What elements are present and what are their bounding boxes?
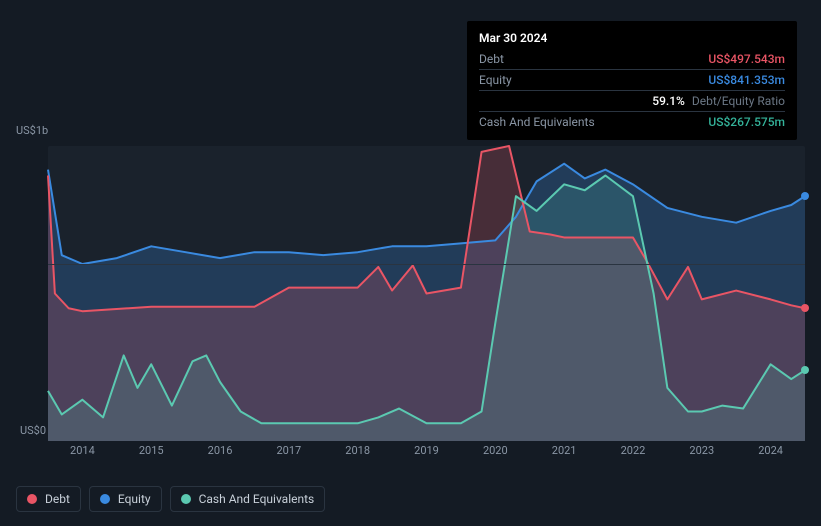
- x-tick: 2024: [758, 444, 783, 457]
- series-end-dot: [801, 192, 809, 200]
- x-tick: 2017: [276, 444, 301, 457]
- tooltip-row-label: Equity: [479, 71, 512, 89]
- x-tick: 2023: [689, 444, 714, 457]
- tooltip-row: Equity US$841.353m: [479, 70, 785, 91]
- legend-dot-icon: [100, 494, 110, 504]
- tooltip-row-value: US$841.353m: [708, 71, 785, 89]
- x-tick: 2019: [414, 444, 439, 457]
- y-axis-top-label: US$1b: [16, 124, 46, 137]
- tooltip-date: Mar 30 2024: [479, 29, 785, 47]
- tooltip-row: Cash And Equivalents US$267.575m: [479, 112, 785, 132]
- legend-item[interactable]: Debt: [16, 486, 81, 512]
- x-tick: 2020: [483, 444, 508, 457]
- tooltip-row: Debt US$497.543m: [479, 49, 785, 70]
- legend-label: Cash And Equivalents: [199, 492, 315, 506]
- legend-label: Debt: [45, 492, 70, 506]
- legend-label: Equity: [118, 492, 151, 506]
- legend-item[interactable]: Cash And Equivalents: [170, 486, 326, 512]
- x-tick: 2015: [139, 444, 164, 457]
- x-axis: 2014 2015 2016 2017 2018 2019 2020 2021 2022 2023…: [48, 444, 805, 464]
- series-end-dot: [801, 304, 809, 312]
- chart-svg: [48, 146, 805, 441]
- tooltip-row: 59.1% Debt/Equity Ratio: [479, 91, 785, 112]
- tooltip-row-value: 59.1% Debt/Equity Ratio: [652, 92, 785, 110]
- tooltip-row-label: Cash And Equivalents: [479, 113, 595, 131]
- tooltip-row-value: US$497.543m: [708, 50, 785, 68]
- y-axis-bottom-label: US$0: [16, 424, 46, 437]
- series-end-dot: [801, 366, 809, 374]
- x-tick: 2014: [70, 444, 95, 457]
- plot-area[interactable]: [48, 146, 805, 441]
- x-tick: 2021: [552, 444, 577, 457]
- x-tick: 2022: [621, 444, 646, 457]
- chart-tooltip: Mar 30 2024 Debt US$497.543m Equity US$841.…: [467, 21, 797, 140]
- legend-dot-icon: [181, 494, 191, 504]
- gridline: [48, 264, 805, 265]
- tooltip-row-value: US$267.575m: [708, 113, 785, 131]
- x-tick: 2018: [345, 444, 370, 457]
- legend-item[interactable]: Equity: [89, 486, 162, 512]
- legend-dot-icon: [27, 494, 37, 504]
- legend: Debt Equity Cash And Equivalents: [16, 486, 325, 512]
- tooltip-row-label: Debt: [479, 50, 504, 68]
- x-tick: 2016: [208, 444, 233, 457]
